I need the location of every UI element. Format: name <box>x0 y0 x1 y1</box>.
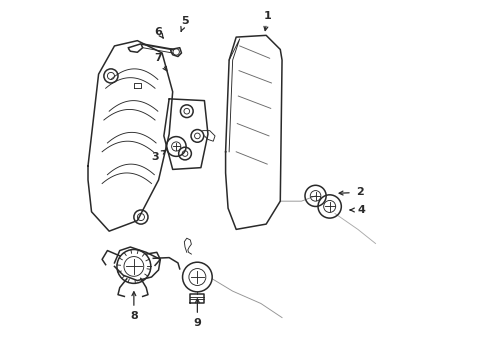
Text: 1: 1 <box>264 11 272 21</box>
Text: 8: 8 <box>130 311 138 321</box>
Text: 2: 2 <box>356 187 364 197</box>
Text: 7: 7 <box>155 53 163 63</box>
Text: 9: 9 <box>194 318 201 328</box>
Text: 6: 6 <box>155 27 163 37</box>
Text: 5: 5 <box>181 16 189 26</box>
Text: 3: 3 <box>151 152 159 162</box>
Text: 4: 4 <box>358 205 366 215</box>
